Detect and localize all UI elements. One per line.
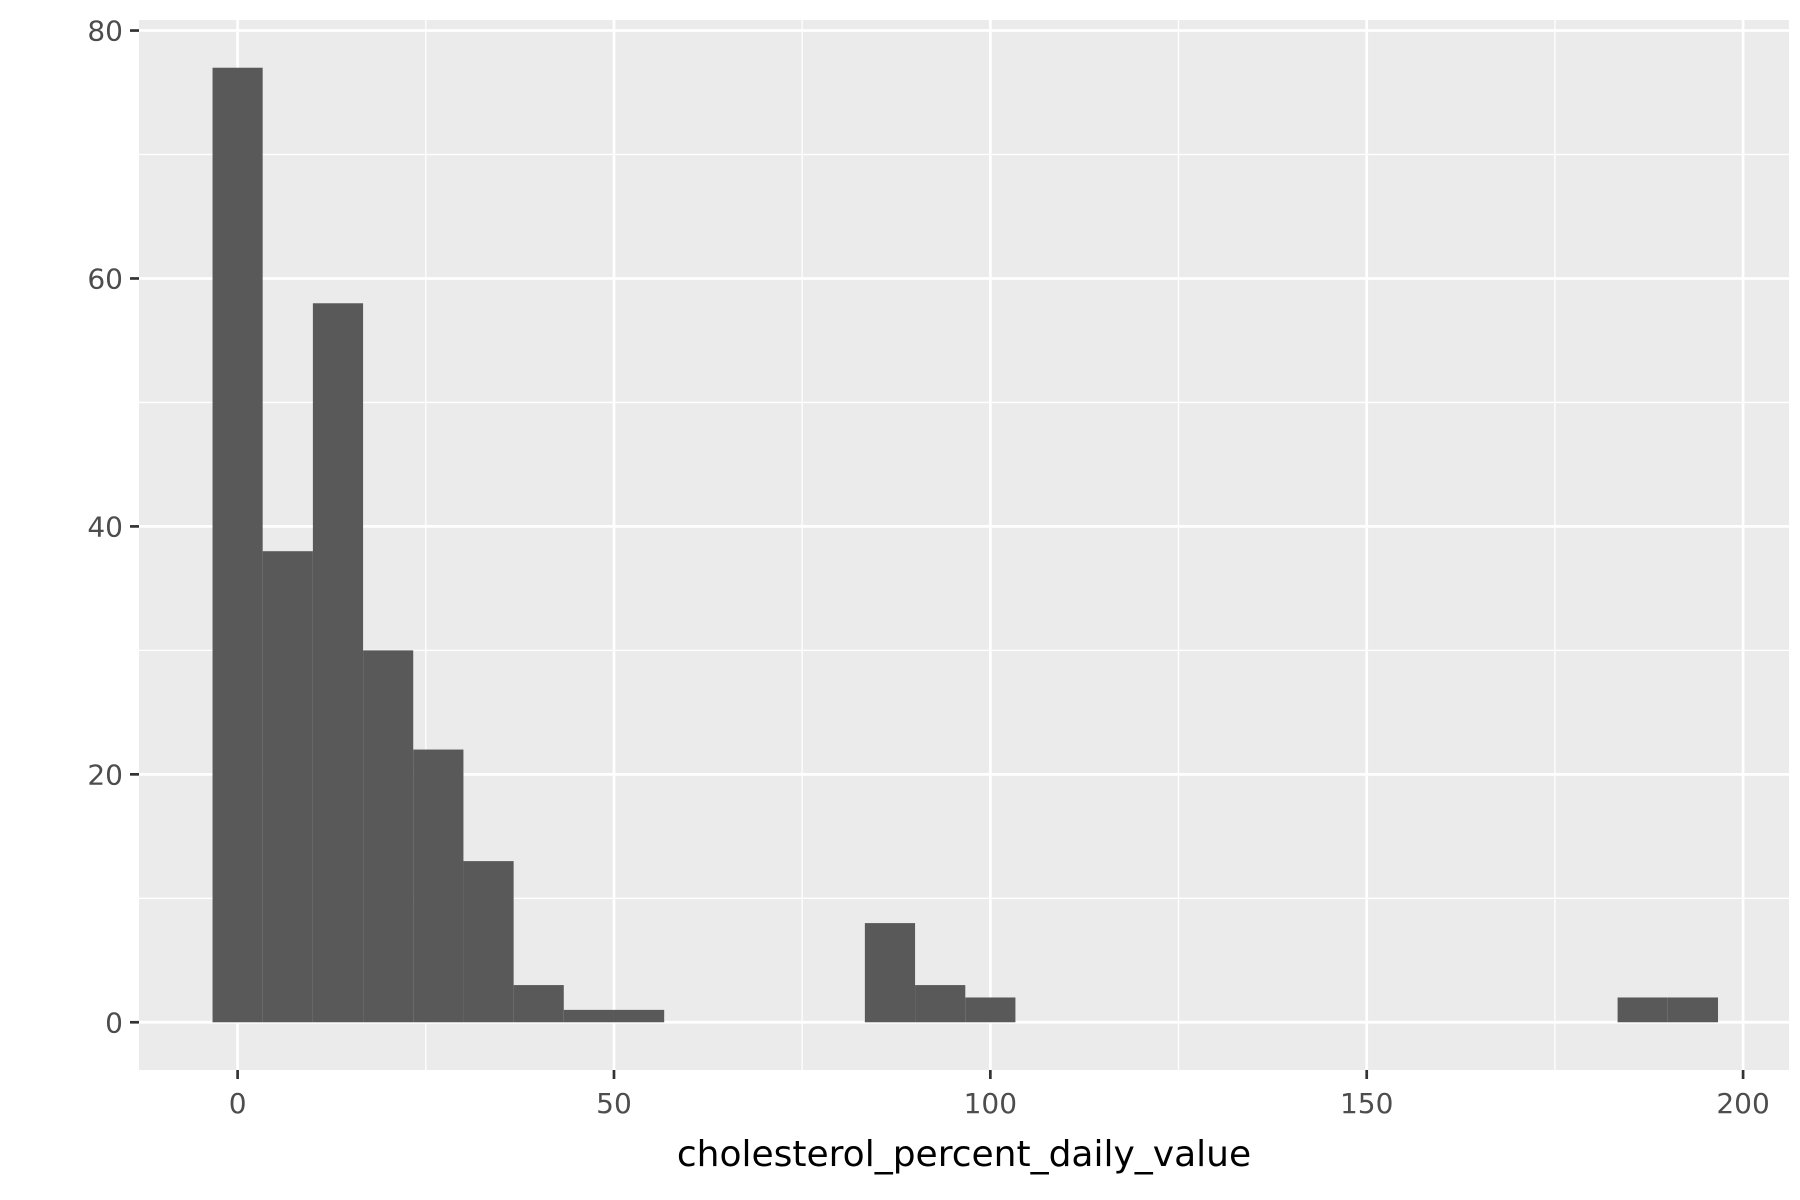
y-tick-label: 0 <box>105 1006 123 1039</box>
histogram-bars <box>212 67 1719 1023</box>
y-tick-label: 80 <box>87 15 123 48</box>
histogram-bar <box>463 861 514 1023</box>
x-tick-label: 0 <box>229 1087 247 1120</box>
y-tick-label: 20 <box>87 758 123 791</box>
x-tick-label: 50 <box>596 1087 632 1120</box>
histogram-bar <box>613 1009 665 1023</box>
y-tick-label: 40 <box>87 510 123 543</box>
x-axis-title: cholesterol_percent_daily_value <box>677 1134 1251 1175</box>
minor-gridlines <box>139 20 1789 1070</box>
histogram-bar <box>864 923 916 1023</box>
histogram-bar <box>312 303 364 1023</box>
histogram-bar <box>1617 997 1668 1023</box>
histogram-bar <box>363 650 414 1023</box>
histogram-bar <box>413 749 464 1023</box>
histogram-bar <box>513 985 564 1023</box>
histogram-bar <box>965 997 1016 1023</box>
x-axis: 0 50 100 150 200 <box>229 1070 1770 1120</box>
histogram-bar <box>915 985 966 1023</box>
histogram-bar <box>563 1009 614 1023</box>
x-tick-label: 100 <box>964 1087 1017 1120</box>
histogram-bar <box>212 67 263 1023</box>
histogram-bar <box>262 551 313 1023</box>
histogram-bar <box>1667 997 1719 1023</box>
y-tick-label: 60 <box>87 262 123 295</box>
y-axis: 0 20 40 60 80 <box>87 15 139 1039</box>
x-tick-label: 150 <box>1340 1087 1393 1120</box>
x-tick-label: 200 <box>1716 1087 1769 1120</box>
